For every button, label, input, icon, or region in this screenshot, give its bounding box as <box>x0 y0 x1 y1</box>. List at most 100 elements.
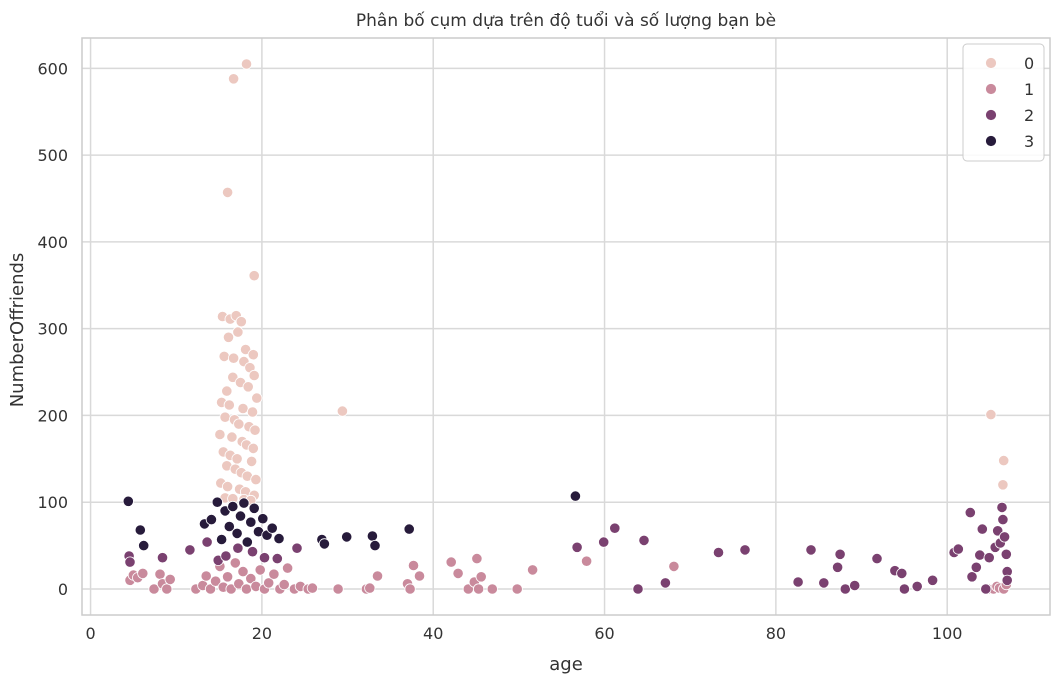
point-cluster-0 <box>223 399 235 411</box>
point-cluster-2 <box>232 542 244 554</box>
point-cluster-2 <box>974 549 986 561</box>
point-cluster-1 <box>245 572 257 585</box>
point-cluster-0 <box>227 371 239 383</box>
point-cluster-2 <box>659 577 672 589</box>
point-cluster-1 <box>278 578 290 591</box>
point-cluster-2 <box>871 552 883 565</box>
point-cluster-0 <box>222 480 234 493</box>
y-tick-label: 500 <box>37 146 68 165</box>
point-cluster-0 <box>222 331 235 343</box>
point-cluster-0 <box>222 186 234 198</box>
point-cluster-1 <box>452 567 464 580</box>
point-cluster-0 <box>232 326 244 338</box>
point-cluster-0 <box>237 402 249 415</box>
legend-label-2: 2 <box>1024 106 1034 125</box>
point-cluster-1 <box>210 575 222 587</box>
point-cluster-0 <box>233 418 245 430</box>
y-tick-label: 400 <box>37 233 68 252</box>
x-tick-label: 20 <box>252 624 272 643</box>
point-cluster-1 <box>225 583 237 595</box>
point-cluster-3 <box>266 522 278 534</box>
point-cluster-3 <box>227 500 239 513</box>
point-cluster-0 <box>985 408 997 421</box>
x-tick-label: 60 <box>594 624 614 643</box>
legend-marker-1 <box>985 83 997 95</box>
point-cluster-0 <box>246 455 258 467</box>
point-cluster-2 <box>246 546 259 558</box>
point-cluster-0 <box>218 350 230 362</box>
point-cluster-3 <box>238 497 250 509</box>
point-cluster-1 <box>148 583 160 595</box>
x-tick-label: 0 <box>85 624 95 643</box>
point-cluster-2 <box>964 506 976 519</box>
point-cluster-2 <box>998 531 1011 543</box>
point-cluster-1 <box>237 565 249 578</box>
point-cluster-1 <box>200 570 212 582</box>
point-cluster-1 <box>486 583 498 595</box>
legend-marker-0 <box>985 57 997 69</box>
y-tick-label: 600 <box>37 59 68 78</box>
x-axis-label: age <box>549 654 583 675</box>
point-cluster-1 <box>471 552 483 565</box>
point-cluster-0 <box>250 473 262 486</box>
legend: 0 1 2 3 <box>962 43 1045 162</box>
point-cluster-2 <box>632 583 644 595</box>
point-cluster-3 <box>569 490 582 502</box>
point-cluster-2 <box>271 552 283 565</box>
point-cluster-0 <box>214 428 226 441</box>
point-cluster-2 <box>952 543 964 555</box>
point-cluster-2 <box>220 550 232 562</box>
point-cluster-1 <box>164 573 176 586</box>
point-cluster-2 <box>839 583 851 595</box>
legend-label-0: 0 <box>1024 54 1034 73</box>
point-cluster-0 <box>219 411 231 423</box>
point-cluster-1 <box>413 570 426 582</box>
point-cluster-1 <box>526 564 539 576</box>
point-cluster-3 <box>257 513 269 525</box>
point-cluster-1 <box>445 556 457 568</box>
point-cluster-1 <box>306 582 318 594</box>
y-axis-label: NumberOffriends <box>7 253 28 408</box>
point-cluster-2 <box>896 567 908 580</box>
point-cluster-3 <box>369 539 381 552</box>
point-cluster-0 <box>249 424 261 436</box>
point-cluster-3 <box>318 538 330 550</box>
point-cluster-1 <box>364 582 376 594</box>
point-cluster-3 <box>138 539 150 552</box>
point-cluster-1 <box>472 583 485 595</box>
point-cluster-2 <box>571 541 583 553</box>
point-cluster-2 <box>966 571 978 583</box>
point-cluster-3 <box>231 527 243 540</box>
point-cluster-2 <box>980 583 992 595</box>
point-cluster-2 <box>818 577 830 589</box>
point-cluster-1 <box>407 559 420 572</box>
x-tick-label: 80 <box>766 624 786 643</box>
point-cluster-3 <box>341 531 353 543</box>
point-cluster-0 <box>246 406 259 418</box>
point-cluster-1 <box>233 578 245 590</box>
point-cluster-1 <box>240 583 253 595</box>
point-cluster-3 <box>245 516 257 528</box>
point-cluster-0 <box>240 58 253 70</box>
point-cluster-1 <box>404 583 416 595</box>
point-cluster-3 <box>241 536 253 548</box>
point-cluster-1 <box>204 583 217 595</box>
point-cluster-2 <box>156 552 169 564</box>
point-cluster-1 <box>580 555 593 567</box>
point-cluster-2 <box>996 501 1008 513</box>
point-cluster-0 <box>248 369 260 382</box>
x-tick-label: 100 <box>932 624 963 643</box>
point-cluster-2 <box>638 534 650 547</box>
point-cluster-1 <box>254 564 266 576</box>
point-cluster-2 <box>291 542 303 554</box>
point-cluster-1 <box>668 560 680 573</box>
point-cluster-3 <box>216 533 228 546</box>
point-cluster-1 <box>332 583 344 595</box>
point-cluster-3 <box>248 502 260 514</box>
point-cluster-2 <box>911 580 923 593</box>
legend-label-3: 3 <box>1024 132 1034 151</box>
point-cluster-1 <box>263 577 275 589</box>
grid-lines <box>82 38 1050 615</box>
